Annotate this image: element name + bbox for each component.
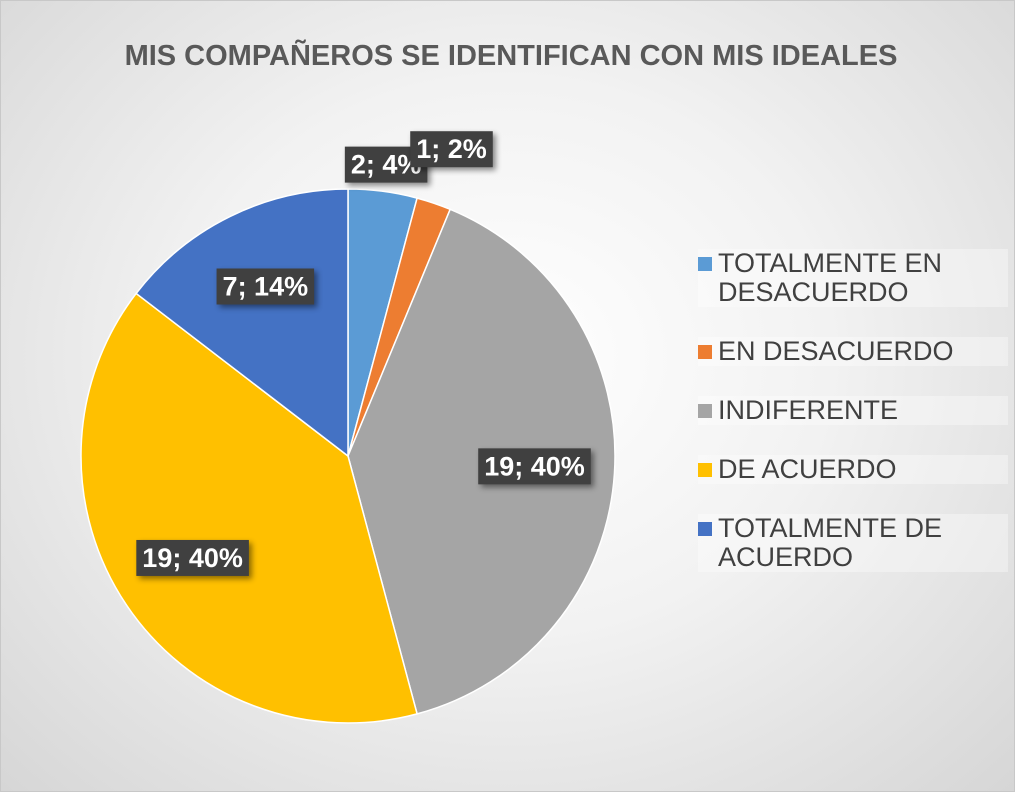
legend-swatch — [698, 404, 712, 418]
legend-label: TOTALMENTE DE ACUERDO — [718, 513, 943, 572]
legend-swatch — [698, 345, 712, 359]
pie-slice — [80, 292, 419, 724]
legend-swatch — [698, 522, 712, 536]
pie-slice — [135, 188, 349, 458]
data-label-text: 2; 4% — [351, 150, 422, 180]
data-label-text: 7; 14% — [223, 271, 309, 301]
legend-label: DE ACUERDO — [718, 454, 897, 484]
data-label-box — [136, 539, 249, 576]
legend-item: EN DESACUERDO — [698, 337, 1008, 366]
legend-label: TOTALMENTE EN DESACUERDO — [718, 248, 943, 307]
legend: TOTALMENTE EN DESACUERDO EN DESACUERDO IND… — [698, 249, 1008, 572]
data-label: 7; 14% — [216, 268, 315, 305]
legend-item: INDIFERENTE — [698, 396, 1008, 425]
chart-title: MIS COMPAÑEROS SE IDENTIFICAN CON MIS ID… — [124, 40, 898, 72]
legend-swatch — [698, 463, 712, 477]
data-label-box — [478, 448, 591, 485]
legend-swatch — [698, 257, 712, 271]
data-label: 1; 2% — [410, 131, 493, 168]
legend-label: INDIFERENTE — [718, 395, 899, 425]
legend-item: DE ACUERDO — [698, 455, 1008, 484]
data-label-text: 19; 40% — [142, 543, 243, 573]
data-label-text: 19; 40% — [484, 451, 585, 481]
legend-item: TOTALMENTE DE ACUERDO — [698, 514, 1008, 572]
data-label: 19; 40% — [478, 448, 591, 485]
data-label-text: 1; 2% — [416, 134, 487, 164]
data-label: 19; 40% — [136, 539, 249, 576]
legend-item: TOTALMENTE EN DESACUERDO — [698, 249, 1008, 307]
data-label-box — [410, 131, 493, 168]
legend-label: EN DESACUERDO — [718, 336, 954, 366]
data-label-box — [216, 268, 315, 305]
